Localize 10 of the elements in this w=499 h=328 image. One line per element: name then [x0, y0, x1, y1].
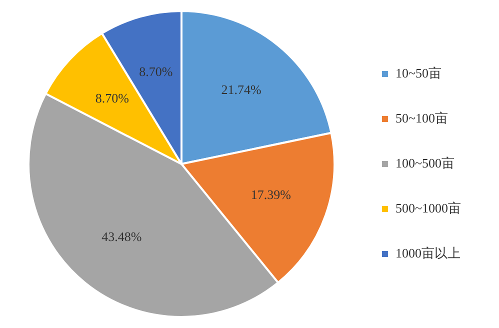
legend-label: 1000亩以上 — [395, 245, 460, 260]
data-label: 21.74% — [221, 82, 262, 97]
legend-label: 500~1000亩 — [395, 200, 462, 216]
data-label: 17.39% — [250, 187, 292, 202]
legend-label: 100~500亩 — [395, 155, 455, 170]
data-label: 8.70% — [139, 64, 173, 80]
data-label: 43.48% — [102, 229, 142, 244]
legend-label: 10~50亩 — [395, 65, 442, 80]
legend-label: 50~100亩 — [395, 110, 448, 126]
data-label: 8.70% — [95, 90, 130, 106]
